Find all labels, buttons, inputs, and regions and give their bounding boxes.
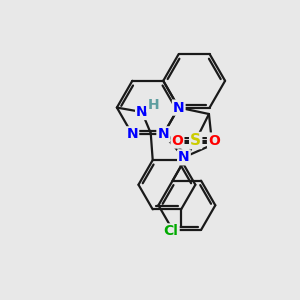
Text: N: N [158, 128, 169, 141]
Text: N: N [178, 150, 190, 164]
Text: Cl: Cl [164, 224, 178, 239]
Text: N: N [173, 100, 184, 115]
Text: O: O [172, 134, 183, 148]
Text: O: O [208, 134, 220, 148]
Text: N: N [127, 128, 138, 141]
Text: S: S [190, 133, 201, 148]
Text: N: N [136, 105, 148, 119]
Text: H: H [147, 98, 159, 112]
